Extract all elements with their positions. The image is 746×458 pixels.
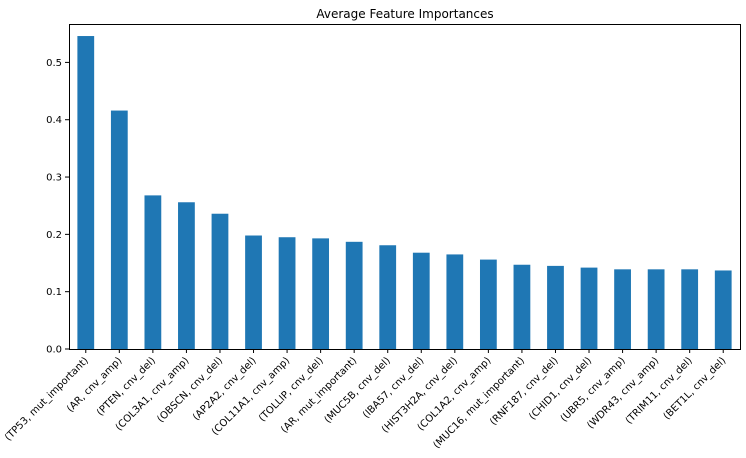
y-tick-label: 0.2 xyxy=(46,230,62,241)
chart-title: Average Feature Importances xyxy=(316,7,493,21)
bar xyxy=(580,267,598,349)
bar xyxy=(547,265,564,349)
bar xyxy=(278,237,296,349)
x-tick-label: (AP2A2, cnv_del) xyxy=(191,355,259,423)
bar xyxy=(379,245,397,349)
plot-frame xyxy=(69,24,741,350)
x-tick-label: (BET1L, cnv_del) xyxy=(662,355,729,422)
bar xyxy=(144,195,162,349)
bar xyxy=(714,270,732,349)
y-tick-label: 0.4 xyxy=(46,115,62,126)
x-tick-label: (UBR5, cnv_amp) xyxy=(559,355,628,424)
bar xyxy=(513,264,531,349)
bar xyxy=(614,269,631,349)
bar xyxy=(647,269,665,349)
bar xyxy=(479,259,497,349)
x-tick-label: (PTEN, cnv_del) xyxy=(95,355,158,418)
bar xyxy=(446,254,464,349)
bar xyxy=(345,241,363,349)
x-tick-label: (CHID1, cnv_del) xyxy=(527,355,594,422)
bar xyxy=(312,238,330,349)
x-tick-label: (TOLLIP, cnv_del) xyxy=(257,355,326,424)
y-axis: 0.0 0.1 0.2 0.3 0.4 0.5 xyxy=(46,58,69,356)
bar xyxy=(110,110,128,349)
y-tick-label: 0.0 xyxy=(46,345,62,356)
x-axis: (TP53, mut_important)(AR, cnv_amp)(PTEN,… xyxy=(3,349,729,451)
y-tick-label: 0.5 xyxy=(46,58,62,69)
y-tick-label: 0.1 xyxy=(46,287,62,298)
bar xyxy=(178,202,195,349)
bar xyxy=(77,36,95,349)
bar xyxy=(245,235,262,349)
bar xyxy=(412,252,430,349)
bar xyxy=(211,213,229,349)
bars-group xyxy=(77,36,732,349)
x-tick-label: (IBA57, cnv_del) xyxy=(361,355,427,421)
y-tick-label: 0.3 xyxy=(46,173,62,184)
bar xyxy=(681,269,699,349)
